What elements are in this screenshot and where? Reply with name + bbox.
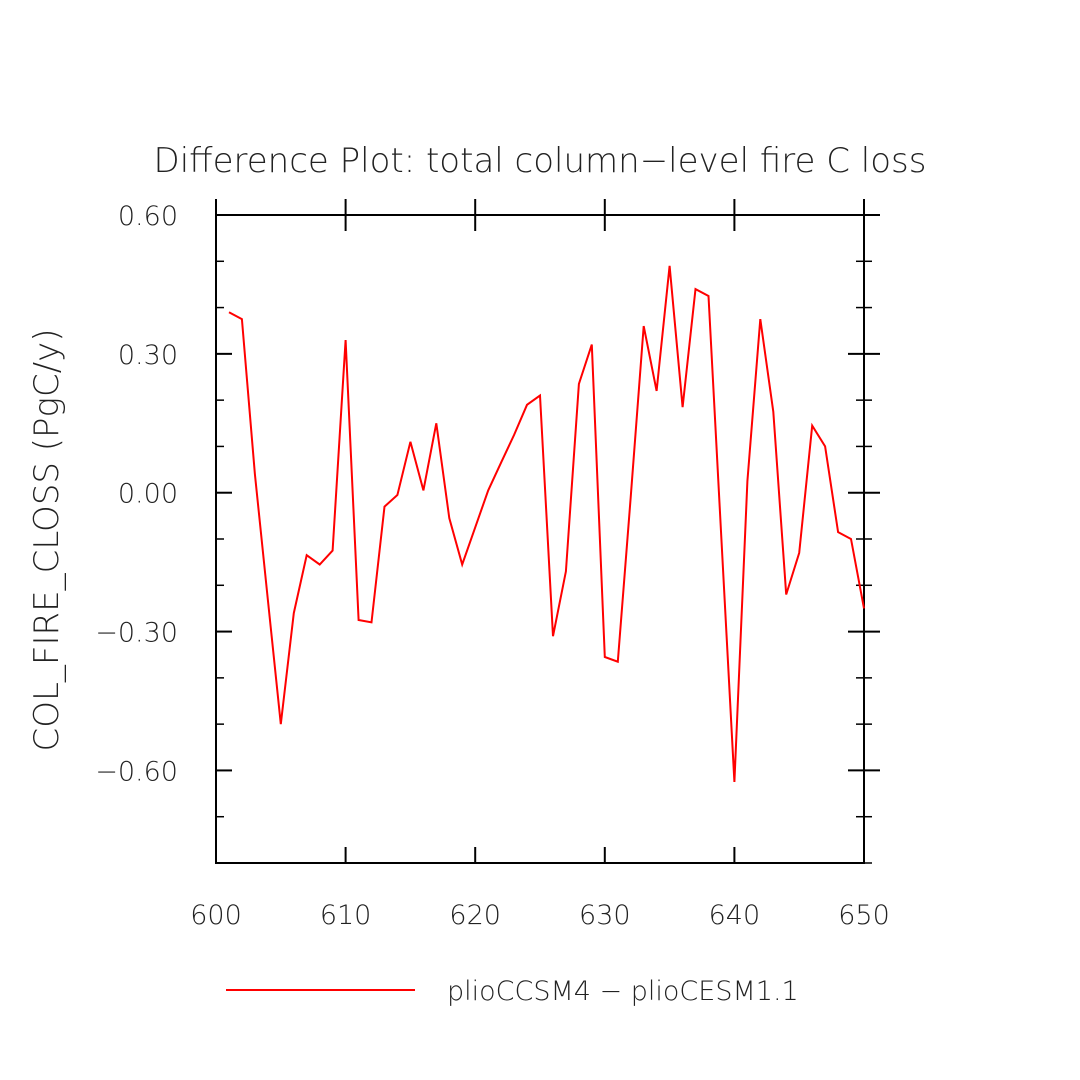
x-tick-label: 620 [449,900,501,931]
chart-title: Difference Plot: total column−level fire… [154,141,927,181]
series-line [228,265,865,783]
y-tick-label: 0.00 [118,479,178,510]
plot-axes: 0.60 0.30 0.00 −0.30 −0.60 600 610 620 630 640 650 [95,199,890,931]
legend: plioCCSM4 − plioCESM1.1 [226,976,799,1007]
x-tick-label: 650 [838,900,890,931]
plot-frame [215,214,865,864]
legend-label: plioCCSM4 − plioCESM1.1 [447,976,799,1007]
x-tick-label: 610 [320,900,372,931]
y-tick-label: −0.30 [95,618,178,649]
y-tick-label: 0.30 [118,340,178,371]
y-axis-label: COL_FIRE_CLOSS (PgC/y) [27,328,67,751]
y-tick-label: −0.60 [95,756,178,787]
y-tick-label: 0.60 [118,201,178,232]
x-tick-label: 640 [709,900,761,931]
plot-area [228,265,865,783]
x-tick-label: 630 [579,900,631,931]
x-tick-label: 600 [190,900,242,931]
